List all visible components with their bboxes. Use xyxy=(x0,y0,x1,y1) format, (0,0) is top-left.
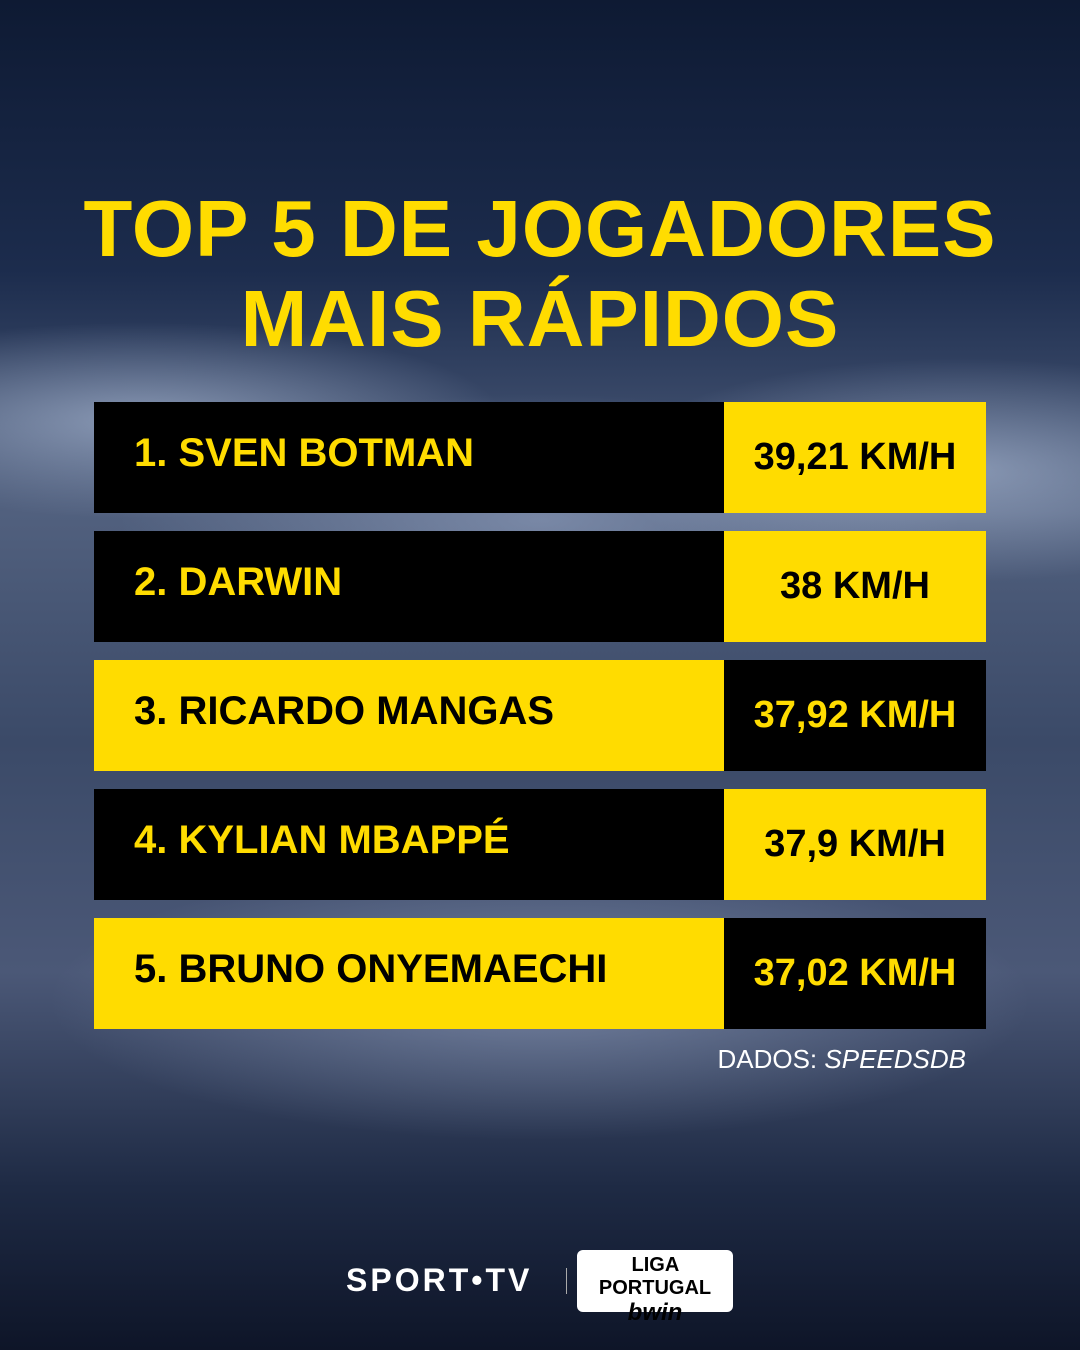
row: 4. KYLIAN MBAPPÉ 37,9 KM/H xyxy=(94,789,986,900)
speed: 37,9 KM/H xyxy=(724,789,986,900)
speed: 37,92 KM/H xyxy=(724,660,986,771)
row: 3. RICARDO MANGAS 37,92 KM/H xyxy=(94,660,986,771)
player-name: 2. DARWIN xyxy=(94,531,724,642)
source-name: SPEEDSDB xyxy=(824,1044,966,1074)
player-name: 3. RICARDO MANGAS xyxy=(94,660,724,771)
liga-name: PORTUGAL xyxy=(598,1277,712,1299)
row: 2. DARWIN 38 KM/H xyxy=(94,531,986,642)
player-name: 5. BRUNO ONYEMAECHI xyxy=(94,918,724,1029)
row: 5. BRUNO ONYEMAECHI 37,02 KM/H xyxy=(94,918,986,1029)
liga-sponsor: bwin xyxy=(627,1299,683,1326)
liga-title: LIGA PORTUGAL xyxy=(577,1254,733,1300)
liga-logo: LIGA PORTUGAL bwin xyxy=(577,1250,733,1326)
source: DADOS: SPEEDSDB xyxy=(717,1044,966,1075)
source-label: DADOS: xyxy=(717,1044,818,1074)
sport-tv-logo: SPORT•TV xyxy=(346,1262,533,1298)
player-name: 1. SVEN BOTMAN xyxy=(94,402,724,513)
title-line: MAIS RÁPIDOS xyxy=(240,274,840,363)
row: 1. SVEN BOTMAN 39,21 KM/H xyxy=(94,402,986,513)
player-name: 4. KYLIAN MBAPPÉ xyxy=(94,789,724,900)
title-line: TOP 5 DE JOGADORES xyxy=(83,184,997,273)
liga-top: LIGA xyxy=(631,1254,679,1276)
speed: 39,21 KM/H xyxy=(724,402,986,513)
separator xyxy=(566,1268,567,1294)
speed: 37,02 KM/H xyxy=(724,918,986,1029)
speed: 38 KM/H xyxy=(724,531,986,642)
